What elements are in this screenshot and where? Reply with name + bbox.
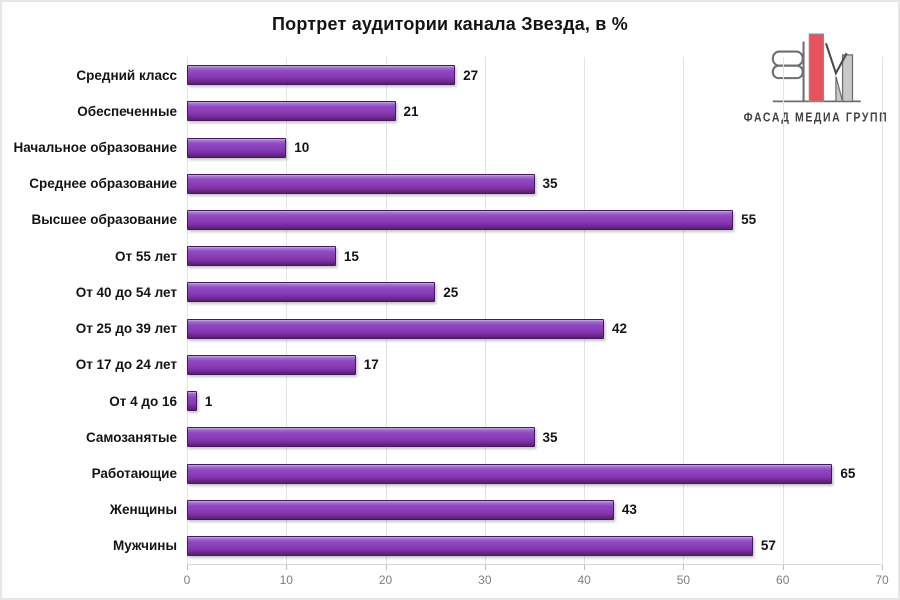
category-label: Обеспеченные [77, 103, 177, 119]
bar-value-label: 17 [363, 357, 379, 373]
category-label: Средний класс [76, 67, 177, 83]
bar [187, 246, 336, 267]
bar-track: 17 [187, 347, 882, 383]
x-axis-tick-10 [286, 565, 288, 570]
x-axis-tick-60 [782, 565, 784, 570]
bar-track: 15 [187, 238, 882, 274]
bar [187, 391, 197, 412]
category-label: Среднее образование [29, 176, 177, 192]
bar-track: 1 [187, 383, 882, 419]
bar-value-label: 65 [840, 466, 856, 482]
x-axis: 0 10 20 30 40 50 60 70 [183, 564, 889, 591]
company-logo: ФАСАД МЕДИА ГРУПП [742, 30, 890, 125]
bar-row: От 55 лет 15 [2, 238, 882, 274]
bar-track: 35 [187, 166, 882, 202]
fasad-media-logo-icon [771, 33, 861, 103]
bar-row: От 40 до 54 лет 25 [2, 274, 882, 310]
x-axis-tick-label-20: 20 [378, 573, 393, 587]
bar-track: 10 [187, 129, 882, 165]
bar-track: 27 [187, 57, 882, 93]
bar [187, 65, 456, 86]
category-label: Работающие [91, 466, 177, 482]
bar [187, 318, 604, 339]
x-axis-tick-30 [484, 565, 486, 570]
bar-row: От 4 до 16 1 [2, 383, 882, 419]
bar-track: 57 [187, 528, 882, 564]
category-label: От 55 лет [115, 248, 177, 264]
bar [187, 535, 753, 556]
bar-value-label: 27 [463, 67, 479, 83]
x-axis-tick-40 [584, 565, 586, 570]
bar-value-label: 57 [760, 538, 776, 554]
x-axis-tick-label-40: 40 [577, 573, 591, 587]
x-axis-tick-50 [683, 565, 685, 570]
bar-track: 42 [187, 311, 882, 347]
x-axis-tick-label-30: 30 [478, 573, 492, 587]
x-axis-tick-label-70: 70 [875, 573, 889, 587]
bar-value-label: 42 [612, 321, 628, 337]
bar [187, 499, 614, 520]
gridline-x-70 [882, 57, 883, 564]
category-label: Высшее образование [31, 212, 177, 228]
bar-track: 55 [187, 202, 882, 238]
bar-row: От 25 до 39 лет 42 [2, 311, 882, 347]
company-logo-text: ФАСАД МЕДИА ГРУПП [743, 110, 889, 125]
bar-track: 65 [187, 455, 882, 491]
category-label: От 25 до 39 лет [75, 321, 177, 337]
chart-title: Портрет аудитории канала Звезда, в % [272, 14, 628, 34]
bar-row: Мужчины 57 [2, 528, 882, 564]
category-label: Самозанятые [85, 429, 177, 445]
bar-value-label: 35 [542, 176, 558, 192]
bar-row: Высшее образование 55 [2, 202, 882, 238]
bar-value-label: 10 [294, 140, 310, 156]
category-label: От 40 до 54 лет [75, 284, 177, 300]
bar [187, 354, 356, 375]
bar-row: Начальное образование 10 [2, 129, 882, 165]
x-axis-tick-label-60: 60 [776, 573, 790, 587]
category-label: От 17 до 24 лет [75, 357, 177, 373]
bar-track: 21 [187, 93, 882, 129]
category-label: Мужчины [113, 538, 177, 554]
category-label: От 4 до 16 [109, 393, 177, 409]
x-axis-tick-20 [385, 565, 387, 570]
category-label: Женщины [109, 502, 177, 518]
bar-row: Среднее образование 35 [2, 166, 882, 202]
bar [187, 463, 833, 484]
category-label: Начальное образование [13, 140, 177, 156]
bar-value-label: 1 [204, 393, 213, 409]
bar-value-label: 21 [403, 103, 419, 119]
x-axis-tick-label-0: 0 [183, 573, 191, 587]
bar-value-label: 25 [443, 284, 459, 300]
bar-row: Средний класс 27 [2, 57, 882, 93]
bar-row: Женщины 43 [2, 492, 882, 528]
bar-track: 35 [187, 419, 882, 455]
bar [187, 209, 734, 230]
bar-value-label: 15 [343, 248, 359, 264]
bar-value-label: 55 [741, 212, 757, 228]
x-axis-tick-0 [187, 565, 188, 570]
bar-value-label: 43 [621, 502, 637, 518]
bar [187, 137, 287, 158]
x-axis-tick-70 [882, 565, 883, 570]
bar-track: 25 [187, 274, 882, 310]
bar-row: Самозанятые 35 [2, 419, 882, 455]
bar-row: От 17 до 24 лет 17 [2, 347, 882, 383]
bar [187, 101, 396, 122]
bar [187, 173, 535, 194]
bar [187, 427, 535, 448]
x-axis-tick-label-50: 50 [676, 573, 691, 587]
bar-row: Обеспеченные 21 [2, 93, 882, 129]
bar-chart-rows: Средний класс 27 Обеспеченные 21 Начальное о… [2, 57, 882, 564]
bar-row: Работающие 65 [2, 455, 882, 491]
bar [187, 282, 436, 303]
bar-track: 43 [187, 492, 882, 528]
bar-value-label: 35 [542, 429, 558, 445]
x-axis-tick-label-10: 10 [279, 573, 293, 587]
